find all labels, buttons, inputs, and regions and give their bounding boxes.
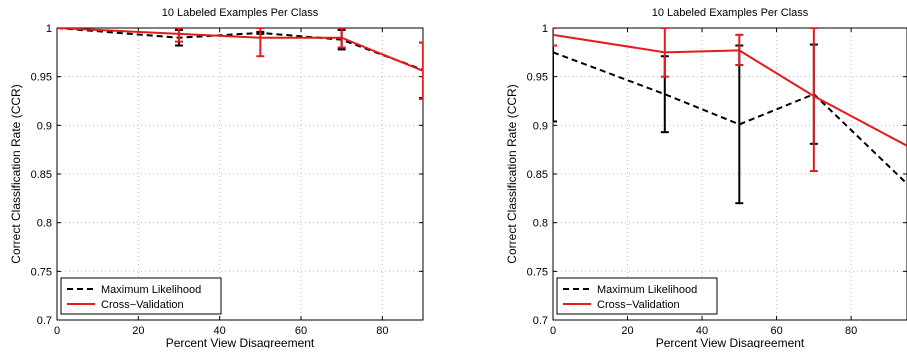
y-tick-label: 0.7 — [37, 315, 52, 327]
legend: Maximum Likelihood Cross−Validation — [60, 277, 222, 315]
chart-title: 10 Labeled Examples Per Class — [162, 7, 319, 19]
legend-label: Maximum Likelihood — [597, 284, 697, 296]
y-axis-label: Correct Classification Rate (CCR) — [9, 84, 23, 263]
legend-label: Cross−Validation — [101, 299, 184, 311]
y-tick-label: 1 — [46, 23, 52, 35]
y-tick-label: 0.85 — [31, 169, 52, 181]
x-tick-label: 60 — [770, 325, 782, 337]
plot-area — [57, 28, 423, 320]
legend-box — [60, 277, 222, 315]
y-tick-label: 0.9 — [37, 120, 52, 132]
legend: Maximum Likelihood Cross−Validation — [556, 277, 718, 315]
x-tick-label: 20 — [621, 325, 633, 337]
y-tick-label: 1 — [542, 23, 548, 35]
chart-title: 10 Labeled Examples Per Class — [652, 7, 809, 19]
y-tick-label: 0.9 — [533, 120, 548, 132]
x-tick-label: 40 — [696, 325, 708, 337]
y-tick-label: 0.8 — [533, 218, 548, 230]
x-tick-label: 40 — [214, 325, 226, 337]
plot-marks — [553, 28, 907, 205]
legend-label: Cross−Validation — [597, 299, 680, 311]
y-tick-label: 0.95 — [31, 72, 52, 84]
y-tick-label: 0.75 — [527, 266, 548, 278]
x-tick-label: 80 — [845, 325, 857, 337]
x-tick-label: 80 — [376, 325, 388, 337]
y-tick-label: 0.85 — [527, 169, 548, 181]
y-tick-label: 0.7 — [533, 315, 548, 327]
y-tick-label: 0.75 — [31, 266, 52, 278]
chart-panel-1: 0 20 40 60 80 0.7 0.75 0.8 0.85 0.9 0.95 1 10 Labele… — [9, 7, 424, 350]
y-tick-label: 0.8 — [37, 218, 52, 230]
x-axis-label: Percent View Disagreement — [656, 336, 805, 348]
y-tick-label: 0.95 — [527, 72, 548, 84]
x-tick-label: 0 — [550, 325, 556, 337]
plot-marks — [57, 28, 423, 101]
x-axis-label: Percent View Disagreement — [166, 336, 315, 348]
x-tick-label: 20 — [132, 325, 144, 337]
x-tick-label: 0 — [54, 325, 60, 337]
y-axis-label: Correct Classification Rate (CCR) — [505, 84, 519, 263]
series-line-maximum-likelihood — [553, 51, 907, 185]
x-tick-label: 60 — [295, 325, 307, 337]
chart-panel-2: 0 20 40 60 80 0.7 0.75 0.8 0.85 0.9 0.95 1 10 Labele… — [505, 7, 907, 350]
legend-box — [556, 277, 718, 315]
legend-label: Maximum Likelihood — [101, 284, 201, 296]
